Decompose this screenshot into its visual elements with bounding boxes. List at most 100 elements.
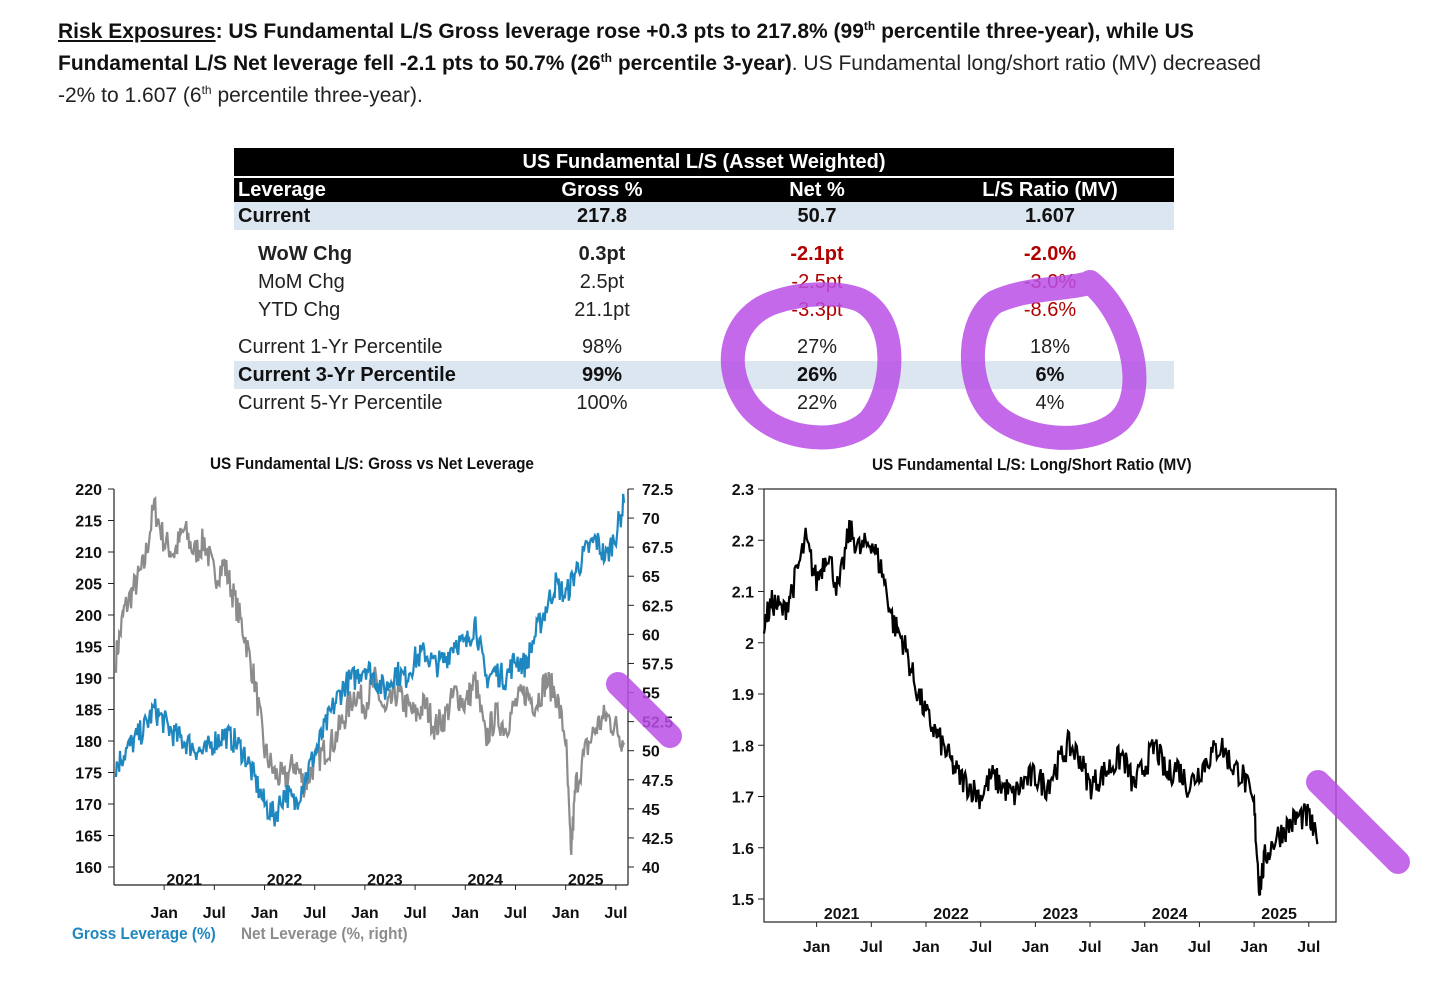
intro-sup-1: th	[863, 19, 876, 33]
cell-ratio: 4%	[1035, 392, 1065, 414]
row-label: Current	[238, 205, 311, 227]
cell-gross: 217.8	[576, 205, 628, 227]
x-month-label: Jan	[351, 905, 379, 922]
x-month-label: Jan	[912, 939, 940, 956]
table-row-current: Current 217.8 50.7 1.607	[234, 202, 1174, 230]
ratio-chart: 1.5 1.6 1.7 1.8 1.9 2 2.1 2.2 2.3 Jan Jul Jan Jul Jan…	[732, 482, 1337, 956]
x-month-label: Jul	[404, 905, 427, 922]
x-month-label: Jul	[860, 939, 883, 956]
y-tick-label-left: 200	[75, 608, 102, 625]
header-net: Net %	[789, 179, 845, 201]
y-tick-label: 1.8	[732, 738, 754, 755]
net-leverage-line	[114, 495, 626, 856]
y-tick-label-right: 67.5	[642, 540, 673, 557]
x-month-label: Jul	[203, 905, 226, 922]
row-label: YTD Chg	[258, 299, 341, 321]
intro-colon: :	[215, 20, 229, 43]
x-year-label: 2025	[1261, 906, 1297, 923]
intro-sup-3: th	[201, 83, 212, 97]
header-gross: Gross %	[561, 179, 643, 201]
cell-ratio: -8.6%	[1023, 299, 1077, 321]
x-month-label: Jul	[604, 905, 627, 922]
table-row-5yr: Current 5-Yr Percentile 100% 22% 4%	[234, 389, 1174, 417]
y-tick-label: 1.6	[732, 841, 754, 858]
y-tick-label-right: 62.5	[642, 598, 673, 615]
cell-ratio: -2.0%	[1023, 243, 1077, 265]
y-tick-label: 2.3	[732, 482, 754, 499]
y-tick-label-left: 160	[75, 860, 102, 877]
y-tick-label-left: 175	[75, 766, 102, 783]
row-label: Current 1-Yr Percentile	[238, 336, 443, 358]
cell-gross: 2.5pt	[579, 271, 625, 293]
ratio-slash	[1306, 770, 1410, 874]
x-month-label: Jan	[251, 905, 279, 922]
x-year-label: 2021	[824, 906, 860, 923]
y-tick-label-left: 185	[75, 703, 102, 720]
x-month-label: Jul	[1078, 939, 1101, 956]
table-header-row: Leverage Gross % Net % L/S Ratio (MV)	[234, 176, 1174, 204]
cell-net: -2.1pt	[790, 243, 844, 265]
cell-gross: 21.1pt	[574, 299, 630, 321]
x-month-label: Jul	[969, 939, 992, 956]
cell-net: 26%	[796, 364, 838, 386]
y-tick-label-right: 40	[642, 860, 660, 877]
y-tick-label-right: 57.5	[642, 656, 673, 673]
intro-plain-1: . US Fundamental long/short ratio (MV) d…	[58, 52, 1261, 107]
x-month-label: Jul	[303, 905, 326, 922]
y-tick-label-left: 195	[75, 640, 102, 657]
x-month-label: Jan	[803, 939, 831, 956]
x-year-label: 2022	[933, 906, 969, 923]
y-tick-label-left: 190	[75, 671, 102, 688]
y-tick-label: 2.1	[732, 585, 754, 602]
table-title-row: US Fundamental L/S (Asset Weighted)	[234, 148, 1174, 176]
y-tick-label-left: 170	[75, 797, 102, 814]
plot-frame	[763, 488, 1337, 923]
x-year-label: 2025	[568, 872, 604, 889]
chart-title-leverage: US Fundamental L/S: Gross vs Net Leverag…	[210, 454, 534, 473]
cell-ratio: 1.607	[1024, 205, 1076, 227]
x-month-label: Jan	[150, 905, 178, 922]
header-leverage: Leverage	[238, 179, 326, 201]
net-leverage-slash	[606, 672, 682, 748]
x-year-label: 2023	[1043, 906, 1079, 923]
y-tick-label-right: 42.5	[642, 831, 673, 848]
x-year-label: 2021	[166, 872, 202, 889]
row-label: MoM Chg	[258, 271, 345, 293]
x-month-label: Jul	[1188, 939, 1211, 956]
cell-ratio: 6%	[1035, 364, 1065, 386]
x-year-label: 2023	[367, 872, 403, 889]
y-tick-label-right: 50	[642, 744, 660, 761]
y-tick-label-right: 72.5	[642, 482, 673, 499]
chart-title-ratio: US Fundamental L/S: Long/Short Ratio (MV…	[872, 455, 1192, 474]
x-month-label: Jan	[552, 905, 580, 922]
net-percentile-circle	[720, 282, 902, 450]
cell-gross: 99%	[581, 364, 623, 386]
gross-leverage-line	[114, 493, 626, 827]
annotation-marks	[606, 270, 1410, 874]
y-tick-label: 2	[745, 636, 754, 653]
x-month-label: Jul	[504, 905, 527, 922]
y-tick-label-right: 47.5	[642, 773, 673, 790]
cell-gross: 0.3pt	[578, 243, 626, 265]
y-tick-label-left: 210	[75, 545, 102, 562]
x-month-label: Jan	[1131, 939, 1159, 956]
y-tick-label-right: 65	[642, 569, 660, 586]
y-tick-label-left: 180	[75, 734, 102, 751]
row-label: Current 5-Yr Percentile	[238, 392, 443, 414]
x-year-label: 2022	[267, 872, 303, 889]
ls-ratio-line	[762, 519, 1319, 897]
table-title: US Fundamental L/S (Asset Weighted)	[522, 151, 886, 173]
intro-plain-2: percentile three-year).	[211, 84, 423, 107]
cell-gross: 100%	[576, 392, 628, 414]
x-month-label: Jan	[1240, 939, 1268, 956]
y-tick-label: 1.9	[732, 687, 754, 704]
x-month-label: Jan	[1022, 939, 1050, 956]
table-row-3yr: Current 3-Yr Percentile 99% 26% 6%	[234, 361, 1174, 389]
y-tick-label-right: 60	[642, 627, 660, 644]
cell-ratio: 18%	[1029, 336, 1071, 358]
intro-paragraph: Risk Exposures: US Fundamental L/S Gross…	[58, 16, 1278, 112]
table-row-1yr: Current 1-Yr Percentile 98% 27% 18%	[234, 333, 1174, 361]
intro-label: Risk Exposures	[58, 20, 216, 43]
x-month-label: Jan	[452, 905, 480, 922]
